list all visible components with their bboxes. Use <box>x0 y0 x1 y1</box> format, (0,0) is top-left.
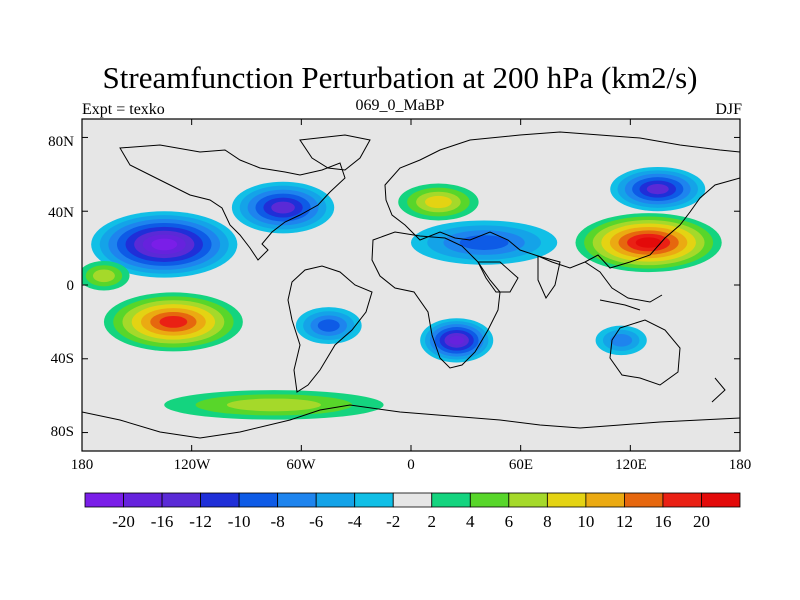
colorbar-box <box>508 492 548 508</box>
colorbar-box <box>469 492 510 508</box>
eurasia-outline <box>384 131 740 269</box>
colorbar-box <box>238 492 279 508</box>
colorbar-box <box>315 492 356 508</box>
australia-low-contour <box>610 334 633 347</box>
colorbar-box <box>585 492 625 508</box>
south-pacific-high-contour <box>159 315 188 328</box>
arabia-outline <box>477 261 519 293</box>
y-tick-label: 80S <box>50 424 74 440</box>
colorbar-box <box>662 492 702 508</box>
colorbar: -20 -16 -12 -10 -8 -6 -4 -2 2 4 6 8 10 12 16 20 <box>84 492 741 531</box>
greenland-outline <box>299 134 371 171</box>
africa-outline <box>371 231 501 369</box>
y-tick-label: 0 <box>66 278 75 294</box>
colorbar-label: -20 <box>112 512 135 531</box>
continent-outlines <box>82 131 740 439</box>
colorbar-box <box>392 492 433 508</box>
colorbar-label: -6 <box>309 512 323 531</box>
x-tick-label: 180 <box>70 457 94 473</box>
colorbar-label: 16 <box>654 512 671 531</box>
indonesia-outline <box>584 261 663 311</box>
chart-title: Streamfunction Perturbation at 200 hPa (… <box>102 60 698 95</box>
australia-outline <box>609 319 681 386</box>
colorbar-label: 20 <box>693 512 710 531</box>
south-america-outline <box>287 265 373 393</box>
x-tick-label: 120W <box>173 457 211 473</box>
colorbar-box <box>624 492 664 508</box>
colorbar-box <box>123 492 163 508</box>
x-tick-label: 180 <box>728 457 752 473</box>
north-pacific-low-contour <box>151 238 178 251</box>
colorbar-label: 4 <box>466 512 475 531</box>
colorbar-box <box>431 492 471 508</box>
y-tick-label: 80N <box>48 134 74 150</box>
north-america-low-contour <box>271 201 295 214</box>
colorbar-label: 12 <box>616 512 633 531</box>
season-label: DJF <box>715 101 742 118</box>
x-tick-label: 0 <box>407 457 415 473</box>
x-tick-label: 120E <box>615 457 647 473</box>
colorbar-label: 10 <box>577 512 594 531</box>
asia-high-contour <box>635 237 662 248</box>
colorbar-label: 8 <box>543 512 552 531</box>
colorbar-box <box>84 492 124 508</box>
colorbar-label: 2 <box>428 512 437 531</box>
case-label: 069_0_MaBP <box>355 97 445 114</box>
colorbar-label: -2 <box>386 512 400 531</box>
colorbar-box <box>200 492 240 508</box>
colorbar-label: -4 <box>348 512 363 531</box>
x-tick-label: 60W <box>286 457 316 473</box>
colorbar-box <box>546 492 587 508</box>
y-tick-label: 40N <box>48 205 74 221</box>
y-tick-label: 40S <box>50 351 74 367</box>
africa-low-contour <box>449 335 465 345</box>
contour-fill-layer <box>82 166 722 420</box>
colorbar-label: -16 <box>151 512 174 531</box>
colorbar-box <box>161 492 201 508</box>
india-outline <box>537 255 561 300</box>
experiment-label: Expt = texko <box>82 101 165 118</box>
antarctica-outline <box>82 404 740 439</box>
colorbar-label: -8 <box>271 512 285 531</box>
southern-ocean-high-contour <box>226 398 321 412</box>
colorbar-box <box>277 492 317 508</box>
colorbar-label: 6 <box>505 512 514 531</box>
colorbar-label: -10 <box>228 512 251 531</box>
europe-high-contour <box>425 195 452 209</box>
colorbar-label: -12 <box>189 512 212 531</box>
new-zealand-outline <box>711 377 726 403</box>
south-america-low-contour <box>317 319 340 332</box>
central-pacific-high-contour <box>92 269 115 283</box>
colorbar-box <box>354 492 394 508</box>
north-america-outline <box>119 144 346 261</box>
colorbar-box <box>701 492 741 508</box>
x-tick-label: 60E <box>508 457 534 473</box>
northeast-asia-low-contour <box>646 183 669 195</box>
axis-ticks <box>81 119 741 451</box>
